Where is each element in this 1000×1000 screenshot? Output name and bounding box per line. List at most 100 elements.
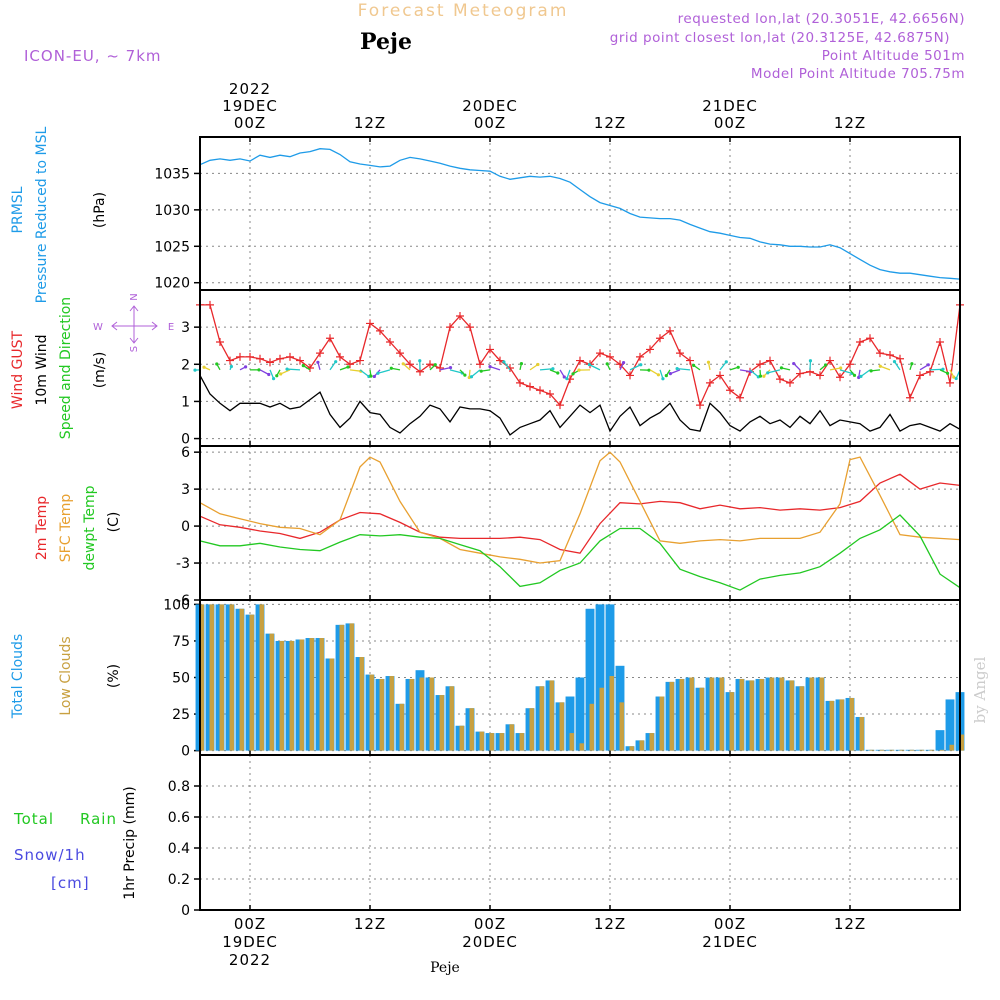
gust-marker bbox=[326, 334, 334, 343]
wind-arrow-head bbox=[316, 360, 320, 364]
top-time-label: 12Z bbox=[594, 114, 626, 132]
wind-arrow-head bbox=[376, 371, 380, 375]
gust-marker bbox=[856, 338, 864, 346]
gust-marker bbox=[386, 338, 394, 346]
wind-arrow-head bbox=[779, 366, 784, 370]
wind-arrow-head bbox=[668, 371, 672, 376]
clouds-bar-low bbox=[889, 749, 894, 751]
pressure-ytick-label: 1035 bbox=[154, 166, 190, 182]
gust-marker bbox=[926, 367, 934, 376]
gust-marker bbox=[286, 352, 294, 361]
clouds-ytick-label: 25 bbox=[172, 707, 190, 723]
clouds-bar-total bbox=[935, 730, 945, 751]
gust-marker bbox=[206, 300, 214, 309]
wind-arrow bbox=[280, 369, 291, 375]
gust-marker bbox=[736, 393, 744, 402]
pressure-panel: 1020 1025 1030 1035 bbox=[154, 136, 961, 292]
wind-arrow-head bbox=[824, 363, 828, 367]
gust-marker bbox=[466, 323, 474, 332]
gust-marker bbox=[816, 371, 824, 380]
wind-arrow bbox=[359, 369, 370, 378]
wind-arrow-head bbox=[418, 359, 422, 363]
temp-dewpt-label: dewpt Temp bbox=[82, 485, 98, 570]
gust-marker bbox=[476, 360, 484, 369]
bottom-time-label: 21DEC bbox=[702, 933, 758, 951]
precip-panel: 0 0.2 0.4 0.6 0.8 bbox=[168, 754, 961, 919]
clouds-bar-low bbox=[329, 658, 334, 751]
clouds-bar-low bbox=[299, 639, 304, 751]
precip-frame bbox=[199, 754, 961, 911]
wind-arrow bbox=[929, 368, 944, 371]
wind-arrow bbox=[503, 361, 511, 371]
temp-2m-label: 2m Temp bbox=[34, 496, 50, 560]
clouds-bar-low bbox=[449, 686, 454, 751]
wind-arrow-head bbox=[639, 363, 643, 367]
clouds-bar-low bbox=[269, 633, 274, 751]
clouds-bar-low bbox=[399, 703, 404, 751]
wind-arrow-head bbox=[275, 374, 279, 378]
clouds-bar-low bbox=[899, 749, 904, 751]
clouds-bar-low bbox=[319, 638, 324, 751]
top-time-label: 00Z bbox=[234, 114, 266, 132]
wind-10m-label: 10m Wind bbox=[34, 334, 50, 405]
clouds-bar-low bbox=[819, 677, 824, 751]
clouds-bar-low bbox=[699, 687, 704, 751]
wind-arrow bbox=[629, 364, 642, 371]
gust-marker bbox=[946, 378, 954, 387]
wind-ytick-label: 3 bbox=[181, 320, 190, 336]
gust-marker bbox=[606, 352, 614, 361]
wind-arrow-head bbox=[571, 372, 575, 376]
temperature-ytick-label: 6 bbox=[181, 445, 190, 461]
model-label: ICON-EU, ~ 7km bbox=[24, 47, 162, 65]
wind-ytick-label: 0 bbox=[181, 432, 190, 448]
gust-marker bbox=[826, 356, 834, 365]
clouds-bar-low bbox=[679, 678, 684, 751]
clouds-bar-low bbox=[369, 674, 374, 751]
low-clouds-label: Low Clouds bbox=[58, 636, 74, 715]
clouds-bar-low bbox=[719, 677, 724, 751]
clouds-bar-low bbox=[729, 692, 734, 751]
wind-arrow-head bbox=[675, 366, 679, 371]
gust-marker bbox=[886, 351, 894, 359]
wind-arrow-head bbox=[605, 362, 609, 366]
gust-marker bbox=[756, 360, 764, 369]
gust-marker bbox=[876, 349, 884, 358]
gust-marker bbox=[646, 345, 654, 354]
bottom-time-label: 00Z bbox=[234, 915, 266, 933]
clouds-bar-low bbox=[599, 687, 604, 751]
wind-arrow-head bbox=[562, 375, 566, 379]
clouds-bar-low bbox=[849, 697, 854, 751]
gust-marker bbox=[936, 338, 944, 346]
compass-west: W bbox=[93, 322, 103, 333]
bottom-time-label: 00Z bbox=[474, 915, 506, 933]
precip-ytick-label: 0.2 bbox=[168, 872, 190, 888]
wind-arrow-head bbox=[661, 377, 665, 381]
wind-arrow-head bbox=[551, 367, 555, 371]
top-time-label: 21DEC bbox=[702, 97, 758, 115]
wind-arrow bbox=[739, 369, 751, 373]
clouds-bar-low bbox=[339, 624, 344, 751]
clouds-bar-low bbox=[959, 734, 964, 751]
wind-arrow-head bbox=[910, 362, 914, 366]
wind-panel: 0 1 2 3 bbox=[181, 289, 964, 448]
compass-north: N bbox=[129, 293, 140, 300]
gust-marker bbox=[706, 378, 714, 387]
model-point-altitude: Model Point Altitude 705.75m bbox=[751, 66, 965, 82]
gust-marker bbox=[456, 312, 464, 320]
wind-arrow-head bbox=[621, 360, 626, 365]
wind-arrow-head bbox=[587, 363, 591, 367]
wind-arrow-head bbox=[724, 360, 728, 364]
gust-marker bbox=[796, 369, 804, 378]
clouds-bar-low bbox=[469, 708, 474, 751]
wind-arrow-head bbox=[692, 363, 696, 368]
total-label: Total bbox=[13, 810, 54, 828]
gust-marker bbox=[376, 326, 384, 335]
clouds-bar-low bbox=[919, 749, 924, 751]
wind-ytick-label: 1 bbox=[181, 394, 190, 410]
clouds-bar-low bbox=[439, 695, 444, 751]
clouds-bar-low bbox=[519, 733, 524, 751]
gust-marker bbox=[496, 356, 504, 365]
wind-arrow-head bbox=[519, 362, 524, 366]
pressure-units: (hPa) bbox=[92, 192, 108, 228]
clouds-bar-low bbox=[259, 604, 264, 751]
